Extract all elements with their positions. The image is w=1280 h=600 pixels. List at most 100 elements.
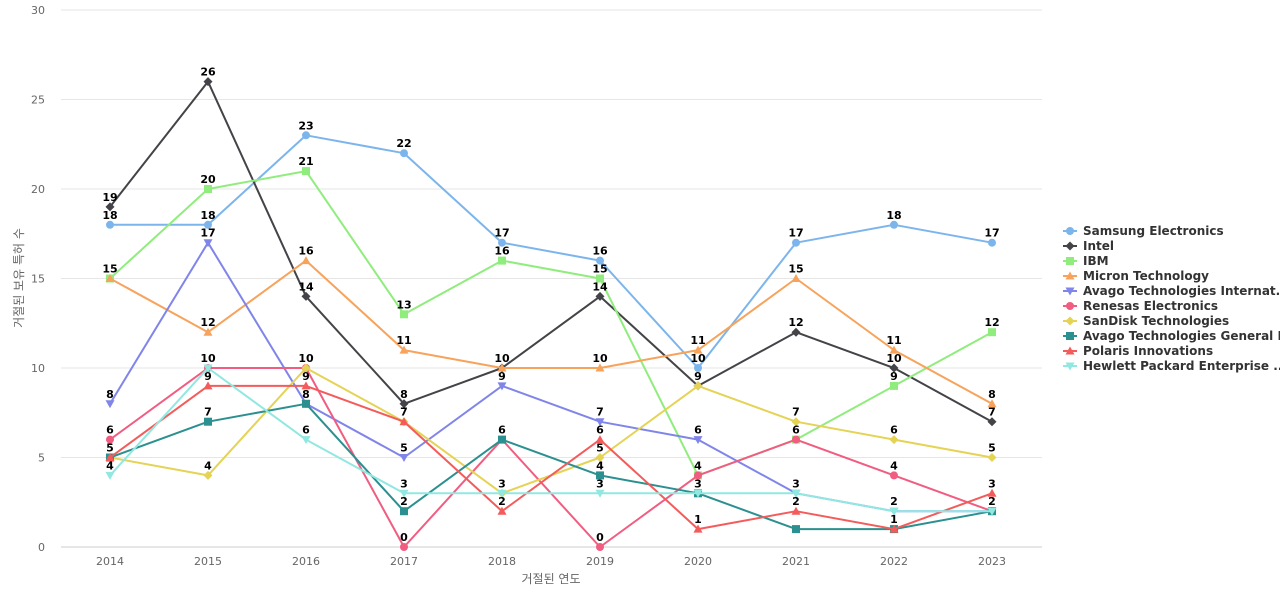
data-point — [890, 220, 898, 229]
data-point — [203, 77, 213, 87]
data-point — [400, 543, 408, 551]
data-point — [595, 291, 605, 301]
data-label: 4 — [596, 459, 604, 472]
data-point — [694, 471, 702, 480]
legend-item[interactable]: Avago Technologies Internat... — [1063, 284, 1280, 298]
data-point — [693, 381, 703, 391]
legend-item[interactable]: Hewlett Packard Enterprise ... — [1063, 359, 1280, 373]
data-point — [302, 399, 310, 408]
data-label: 4 — [890, 459, 898, 472]
x-tick-label: 2020 — [684, 555, 712, 568]
data-point — [301, 256, 311, 265]
legend-item[interactable]: Samsung Electronics — [1063, 224, 1224, 238]
data-point — [498, 238, 506, 247]
data-label: 6 — [596, 424, 604, 437]
legend-label: Micron Technology — [1083, 269, 1209, 283]
series-lines — [105, 77, 997, 551]
data-point — [105, 453, 115, 461]
legend-item[interactable]: Avago Technologies General IP — [1063, 329, 1280, 343]
data-point — [301, 381, 311, 390]
series-line — [109, 259, 993, 405]
data-point — [399, 345, 409, 354]
data-label: 12 — [788, 316, 803, 329]
legend-item[interactable]: Renesas Electronics — [1063, 299, 1218, 313]
data-label: 6 — [106, 424, 114, 437]
legend-marker — [1065, 287, 1075, 296]
legend-item[interactable]: IBM — [1063, 254, 1109, 268]
data-label: 22 — [396, 137, 411, 150]
data-point — [596, 256, 604, 265]
legend-marker — [1066, 332, 1074, 340]
data-point — [203, 470, 213, 480]
legend-marker — [1065, 241, 1075, 251]
data-point — [106, 220, 114, 229]
data-label: 2 — [792, 495, 800, 508]
x-tick-label: 2014 — [96, 555, 124, 568]
data-label: 14 — [592, 280, 608, 293]
data-point — [105, 471, 115, 480]
data-label: 9 — [890, 370, 898, 383]
data-point — [987, 453, 997, 462]
x-tick-label: 2021 — [782, 555, 810, 568]
data-point — [399, 454, 409, 462]
data-point — [302, 167, 310, 176]
legend-marker — [1066, 257, 1074, 265]
x-tick-label: 2015 — [194, 555, 222, 568]
legend-marker — [1065, 346, 1075, 355]
data-label: 10 — [690, 352, 706, 365]
data-label: 4 — [694, 459, 702, 472]
data-label: 17 — [200, 227, 215, 240]
data-point — [595, 363, 605, 372]
legend-marker — [1065, 271, 1075, 280]
data-point — [400, 507, 408, 516]
data-label: 1 — [890, 513, 898, 526]
data-point — [400, 149, 408, 158]
data-point — [399, 489, 409, 498]
data-label: 16 — [494, 245, 510, 258]
data-label: 5 — [988, 442, 996, 455]
data-point — [203, 364, 213, 373]
data-label: 11 — [886, 334, 901, 347]
data-label: 19 — [102, 191, 117, 204]
legend-item[interactable]: SanDisk Technologies — [1063, 314, 1229, 328]
y-tick-label: 25 — [31, 94, 45, 107]
series-9 — [105, 381, 997, 533]
data-label: 3 — [694, 477, 702, 490]
y-tick-label: 20 — [31, 183, 45, 196]
data-point — [889, 507, 899, 516]
data-point — [890, 381, 898, 390]
y-tick-label: 10 — [31, 362, 45, 375]
data-label: 8 — [400, 388, 408, 401]
data-label: 3 — [596, 477, 604, 490]
data-label: 6 — [890, 424, 898, 437]
series-line — [109, 367, 992, 513]
legend-item[interactable]: Polaris Innovations — [1063, 344, 1213, 358]
series-3 — [106, 167, 996, 480]
x-tick-label: 2018 — [488, 555, 516, 568]
data-point — [791, 506, 801, 515]
data-label: 21 — [298, 155, 313, 168]
data-point — [301, 363, 311, 373]
legend-item[interactable]: Intel — [1063, 239, 1114, 253]
data-label: 4 — [204, 459, 212, 472]
data-label: 2 — [988, 495, 996, 508]
data-label: 2 — [890, 495, 898, 508]
x-tick-label: 2019 — [586, 555, 614, 568]
data-label: 8 — [988, 388, 996, 401]
legend-label: IBM — [1083, 254, 1109, 268]
data-label: 5 — [106, 442, 114, 455]
data-point — [302, 131, 310, 140]
data-point — [399, 399, 409, 409]
legend-marker — [1065, 316, 1075, 326]
data-label: 15 — [592, 263, 607, 276]
data-label: 17 — [494, 227, 509, 240]
data-label: 1 — [694, 513, 702, 526]
legend-label: Avago Technologies Internat... — [1083, 284, 1280, 298]
data-label: 3 — [988, 477, 996, 490]
data-point — [791, 274, 801, 282]
legend-item[interactable]: Micron Technology — [1063, 269, 1209, 283]
y-tick-label: 15 — [31, 273, 45, 286]
data-point — [988, 238, 996, 247]
